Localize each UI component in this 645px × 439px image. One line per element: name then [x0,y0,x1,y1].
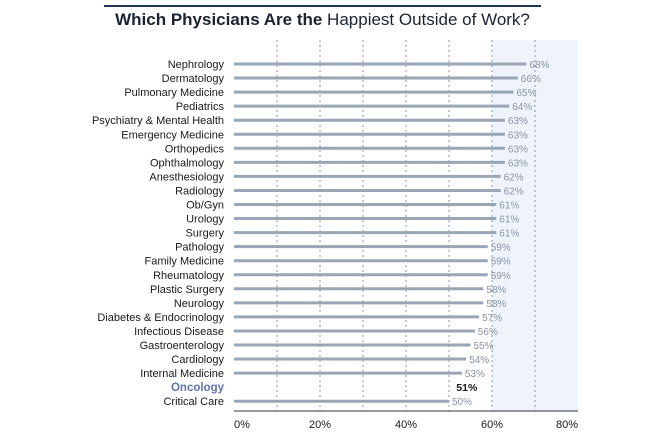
category-label: Emergency Medicine [121,129,224,141]
category-label: Ob/Gyn [186,200,224,212]
value-label: 63% [508,130,528,141]
category-label: Gastroenterology [140,340,225,352]
value-label: 68% [529,60,549,71]
value-label: 64% [512,102,532,113]
value-label: 62% [504,172,524,183]
value-label: 66% [521,74,541,85]
title-rule [104,5,541,7]
value-label: 59% [491,271,511,282]
value-label: 56% [478,327,498,338]
chart-title-bold: Which Physicians Are the [115,10,323,29]
category-label: Ophthalmology [150,157,224,169]
value-label: 62% [504,186,524,197]
category-label: Pediatrics [176,101,225,113]
category-label: Family Medicine [145,256,224,268]
category-label: Radiology [175,185,224,197]
value-label: 61% [499,201,519,212]
category-label: Cardiology [171,354,224,366]
category-label: Rheumatology [153,270,224,282]
category-label: Critical Care [163,396,224,408]
value-label: 63% [508,144,528,155]
value-label: 63% [508,158,528,169]
value-label: 58% [486,299,506,310]
category-label: Oncology [171,382,225,394]
value-label: 54% [469,355,489,366]
value-label: 55% [474,341,494,352]
value-label: 59% [491,257,511,268]
chart-title-regular: Happiest Outside of Work? [322,10,530,29]
value-label: 61% [499,215,519,226]
value-label: 59% [491,243,511,254]
category-label: Pathology [175,242,224,254]
category-label: Nephrology [168,59,225,71]
category-label: Urology [186,214,224,226]
category-label: Plastic Surgery [150,284,224,296]
category-label: Dermatology [162,73,225,85]
value-label: 61% [499,229,519,240]
category-label: Neurology [174,298,225,310]
x-tick-label: 80% [556,419,578,431]
category-label: Orthopedics [165,143,225,155]
category-label: Diabetes & Endocrinology [97,312,224,324]
category-label: Psychiatry & Mental Health [92,115,224,127]
x-tick-label: 60% [481,419,503,431]
chart-title: Which Physicians Are the Happiest Outsid… [0,10,645,30]
value-label: 57% [482,313,502,324]
value-label: 51% [456,382,478,394]
category-label: Infectious Disease [134,326,224,338]
category-label: Pulmonary Medicine [124,87,224,99]
value-label: 50% [452,397,472,408]
x-tick-label: 40% [395,419,417,431]
x-tick-label: 20% [309,419,331,431]
category-label: Internal Medicine [140,368,224,380]
category-label: Surgery [185,228,224,240]
x-tick-label: 0% [234,419,250,431]
value-label: 58% [486,285,506,296]
value-label: 53% [465,369,485,380]
value-label: 65% [517,88,537,99]
category-label: Anesthesiology [149,171,224,183]
value-label: 63% [508,116,528,127]
